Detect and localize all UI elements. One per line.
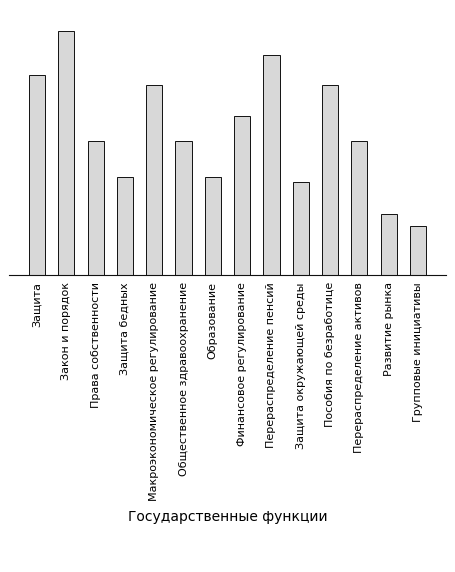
- Bar: [410, 226, 426, 275]
- Bar: [176, 141, 192, 275]
- Bar: [293, 182, 309, 275]
- Bar: [117, 177, 133, 275]
- Bar: [146, 85, 162, 275]
- Bar: [29, 75, 45, 275]
- Bar: [58, 31, 74, 275]
- Bar: [234, 116, 250, 275]
- Bar: [351, 141, 368, 275]
- X-axis label: Государственные функции: Государственные функции: [128, 510, 327, 523]
- Bar: [322, 85, 338, 275]
- Bar: [205, 177, 221, 275]
- Bar: [263, 55, 279, 275]
- Bar: [381, 214, 397, 275]
- Bar: [87, 141, 104, 275]
